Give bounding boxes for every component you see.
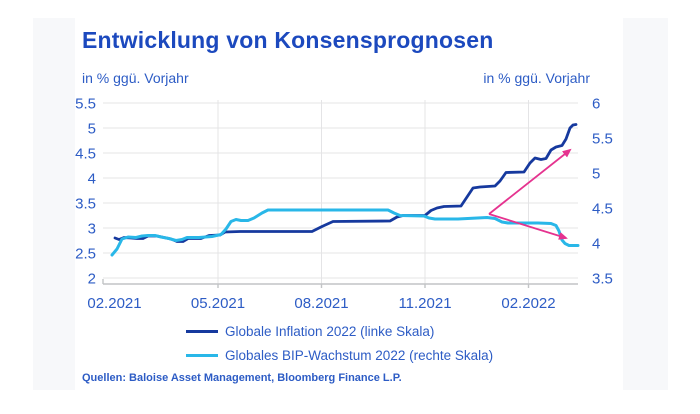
y-axis-left-label: 3 bbox=[88, 221, 96, 238]
bip-line bbox=[110, 208, 580, 257]
x-axis-label: 02.2022 bbox=[501, 295, 555, 312]
y-axis-right-label: 3.5 bbox=[592, 271, 613, 288]
y-axis-right-label: 5 bbox=[592, 166, 600, 183]
y-axis-left-label: 2.5 bbox=[75, 246, 96, 263]
arrow-annotation bbox=[488, 213, 568, 240]
inflation-line-swatch bbox=[186, 329, 218, 333]
y-axis-left-label: 4.5 bbox=[75, 146, 96, 163]
y-axis-left-label: 5 bbox=[88, 121, 96, 138]
arrow-annotation bbox=[488, 148, 572, 215]
figure-background bbox=[75, 18, 623, 390]
x-axis-label: 08.2021 bbox=[294, 295, 348, 312]
chart-legend: Globale Inflation 2022 (linke Skala) Glo… bbox=[186, 319, 493, 367]
y-axis-left-label: 2 bbox=[88, 271, 96, 288]
y-axis-left-label: 3.5 bbox=[75, 196, 96, 213]
legend-label-bip: Globales BIP-Wachstum 2022 (rechte Skala… bbox=[225, 347, 494, 363]
legend-item-inflation: Globale Inflation 2022 (linke Skala) bbox=[186, 319, 493, 343]
left-axis-unit-label: in % ggü. Vorjahr bbox=[82, 70, 189, 86]
y-axis-right-label: 4 bbox=[592, 236, 600, 253]
y-axis-right-label: 5.5 bbox=[592, 131, 613, 148]
legend-label-inflation: Globale Inflation 2022 (linke Skala) bbox=[225, 323, 435, 339]
y-axis-left-label: 4 bbox=[88, 171, 96, 188]
chart-title: Entwicklung von Konsensprognosen bbox=[82, 27, 494, 53]
legend-item-bip: Globales BIP-Wachstum 2022 (rechte Skala… bbox=[186, 343, 493, 367]
x-axis-label: 11.2021 bbox=[398, 295, 451, 312]
bip-line-swatch bbox=[186, 353, 218, 357]
x-axis-label: 05.2021 bbox=[191, 295, 245, 312]
x-axis-label: 02.2021 bbox=[87, 295, 141, 312]
source-attribution: Quellen: Baloise Asset Management, Bloom… bbox=[82, 372, 402, 384]
y-axis-left-label: 5.5 bbox=[75, 96, 96, 113]
y-axis-right-label: 6 bbox=[592, 96, 600, 113]
y-axis-right-label: 4.5 bbox=[592, 201, 613, 218]
right-axis-unit-label: in % ggü. Vorjahr bbox=[483, 70, 590, 86]
